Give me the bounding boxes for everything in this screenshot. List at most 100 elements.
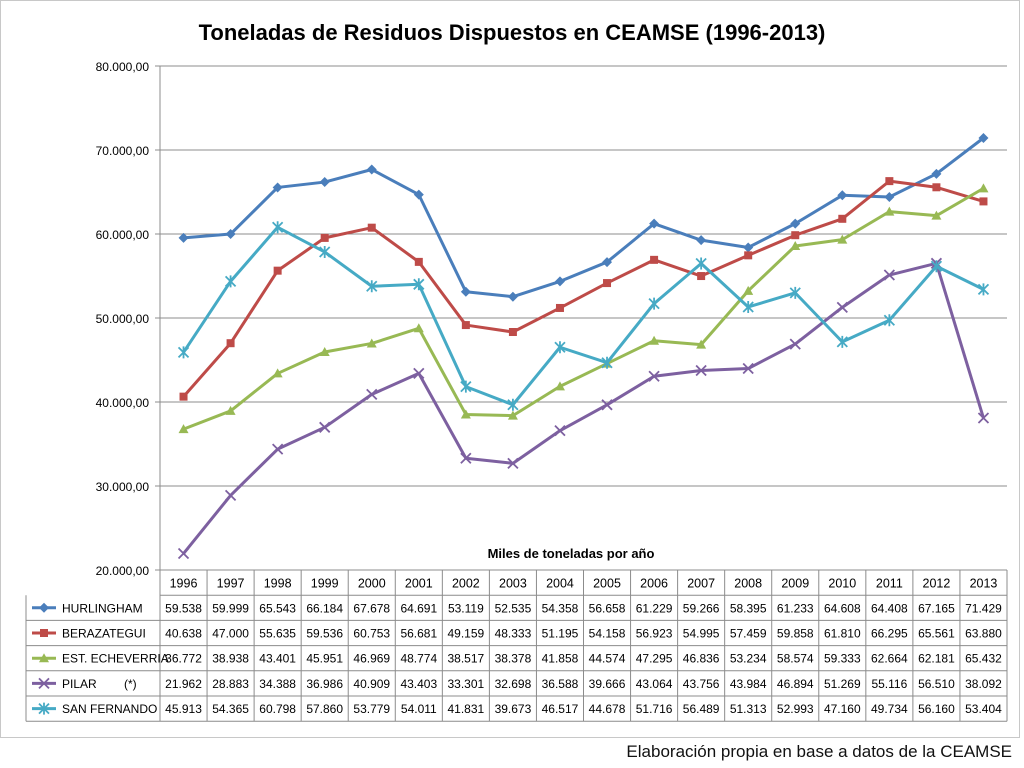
- data-point-san-fernando: [930, 260, 943, 273]
- gridlines: [160, 65, 1007, 487]
- data-label: 61.810: [824, 627, 861, 641]
- data-label: 67.165: [918, 601, 955, 615]
- data-point-hurlingham: [413, 189, 424, 200]
- data-label: 66.184: [306, 601, 343, 615]
- data-label: 36.772: [165, 652, 202, 666]
- data-point-pilar: [507, 457, 519, 469]
- data-point-est-echeverria: [837, 234, 848, 244]
- x-tick-label: 2008: [734, 577, 762, 591]
- data-label: 62.181: [918, 652, 955, 666]
- data-label: 33.301: [448, 677, 485, 691]
- data-label: 46.969: [353, 652, 390, 666]
- legend-entry: BERAZATEGUI: [62, 627, 146, 641]
- x-tick-label: 2011: [876, 577, 903, 591]
- data-point-est-echeverria: [649, 335, 660, 345]
- data-point-pilar: [224, 489, 237, 502]
- y-tick-label: 50.000,00: [96, 312, 150, 326]
- data-point-est-echeverria: [554, 381, 565, 391]
- data-label: 64.608: [824, 601, 861, 615]
- data-label: 38.378: [495, 652, 532, 666]
- data-point-san-fernando: [319, 245, 331, 258]
- data-point-hurlingham: [272, 182, 283, 193]
- data-label: 46.517: [542, 702, 579, 716]
- data-label: 63.880: [965, 627, 1002, 641]
- data-label: 48.774: [400, 652, 437, 666]
- data-point-hurlingham: [225, 229, 236, 240]
- x-tick-label: 2002: [452, 577, 480, 591]
- x-tick-label: 2003: [499, 577, 527, 591]
- data-label: 67.678: [353, 601, 390, 615]
- data-label: 40.638: [165, 627, 202, 641]
- data-label: 71.429: [965, 601, 1002, 615]
- data-point-est-echeverria: [413, 323, 424, 333]
- data-label: 36.588: [542, 677, 579, 691]
- data-point-est-echeverria: [978, 183, 989, 193]
- data-label: 56.160: [918, 702, 955, 716]
- data-point-pilar: [366, 388, 378, 401]
- data-label: 60.798: [259, 702, 296, 716]
- series-hurlingham: [178, 132, 989, 302]
- data-label: 54.011: [401, 702, 437, 716]
- data-point-pilar: [789, 338, 801, 350]
- series-berazategui: [179, 177, 988, 401]
- data-table: 1996 1997 1998 1999 2000 2001 2002 2003 2004 2005…: [25, 569, 1008, 722]
- data-label: 21.962: [165, 677, 202, 691]
- x-tick-label: 1997: [217, 577, 245, 591]
- data-label: 46.894: [777, 677, 814, 691]
- legend-entry: EST. ECHEVERRIA: [62, 652, 169, 666]
- y-tick-label: 80.000,00: [96, 60, 150, 74]
- source-note: Elaboración propia en base a datos de la…: [626, 742, 1012, 761]
- data-point-pilar: [460, 452, 472, 464]
- data-label: 54.995: [683, 627, 720, 641]
- data-point-berazategui: [603, 279, 612, 288]
- data-label: 36.986: [306, 677, 343, 691]
- data-point-san-fernando: [413, 278, 425, 291]
- data-point-hurlingham: [178, 232, 189, 243]
- series-line-san-fernando: [182, 225, 985, 407]
- x-tick-label: 2006: [640, 577, 668, 591]
- data-label: 47.295: [636, 652, 673, 666]
- data-point-berazategui: [508, 328, 517, 337]
- data-point-pilar: [742, 362, 754, 375]
- data-label: 43.064: [636, 677, 673, 691]
- data-point-berazategui: [367, 223, 376, 232]
- data-point-est-echeverria: [366, 338, 377, 348]
- data-label: 53.779: [353, 702, 390, 716]
- series-line-est-echeverria: [182, 187, 985, 431]
- data-label: 64.691: [400, 601, 437, 615]
- y-tick-label: 70.000,00: [96, 144, 150, 158]
- data-label: 59.266: [683, 601, 720, 615]
- data-label: 47.000: [212, 627, 249, 641]
- data-point-hurlingham: [366, 164, 377, 175]
- data-point-hurlingham: [931, 168, 942, 179]
- line-chart: Toneladas de Residuos Dispuestos en CEAM…: [25, 20, 1008, 722]
- data-point-berazategui: [744, 251, 753, 260]
- data-label: 44.678: [589, 702, 626, 716]
- legend-entry: HURLINGHAM: [62, 601, 143, 615]
- x-tick-label: 2007: [687, 577, 715, 591]
- data-label: 43.984: [730, 677, 767, 691]
- data-label: 59.536: [306, 627, 343, 641]
- data-label: 56.923: [636, 627, 673, 641]
- data-label: 65.432: [965, 652, 1002, 666]
- data-label: 61.233: [777, 601, 814, 615]
- data-point-san-fernando: [177, 346, 190, 359]
- data-point-berazategui: [979, 197, 988, 206]
- data-point-berazategui: [791, 231, 800, 240]
- data-label: 43.401: [259, 652, 296, 666]
- data-point-san-fernando: [742, 300, 754, 313]
- data-point-berazategui: [838, 214, 847, 223]
- y-axis: 20.000,00 30.000,00 40.000,00 50.000,00 60.0…: [96, 60, 161, 578]
- data-point-est-echeverria: [272, 368, 283, 378]
- y-tick-label: 30.000,00: [96, 480, 150, 494]
- data-label: 43.403: [400, 677, 437, 691]
- data-point-berazategui: [697, 272, 706, 281]
- data-label: 40.909: [353, 677, 390, 691]
- series-line-pilar: [182, 261, 985, 555]
- data-point-hurlingham: [460, 286, 471, 297]
- data-point-hurlingham: [978, 132, 989, 143]
- data-label: 58.395: [730, 601, 767, 615]
- data-point-san-fernando: [507, 398, 519, 411]
- x-tick-label: 1999: [311, 577, 339, 591]
- data-label: 51.313: [730, 702, 767, 716]
